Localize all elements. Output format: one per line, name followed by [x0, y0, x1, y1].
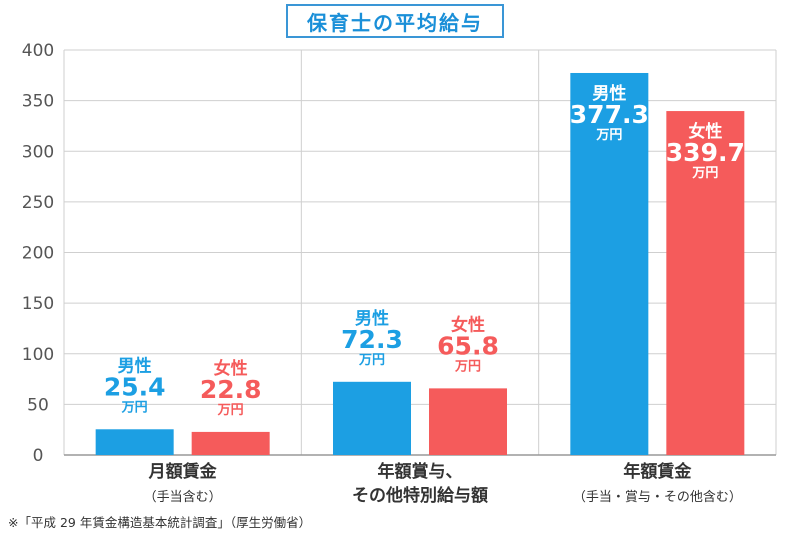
- x-category-label-3: 年額賃金: [623, 461, 692, 482]
- data-label-series-1-2: 男性: [355, 308, 389, 329]
- x-category-label-2: 年額賞与、: [378, 461, 463, 482]
- data-label-unit-2-2: 万円: [454, 359, 481, 374]
- y-tick-label-200: 200: [22, 244, 54, 264]
- y-tick-label-400: 400: [22, 41, 54, 61]
- chart-title: 保育士の平均給与: [286, 4, 504, 38]
- data-label-value-2-1: 22.8: [200, 375, 262, 404]
- data-label-unit-2-1: 万円: [217, 403, 244, 418]
- y-tick-label-150: 150: [22, 294, 54, 314]
- y-tick-label-100: 100: [22, 345, 54, 365]
- x-category-sublabel-3: （手当・賞与・その他含む）: [573, 489, 742, 505]
- data-label-value-2-3: 339.7: [666, 138, 745, 167]
- y-tick-label-250: 250: [22, 193, 54, 213]
- data-label-series-1-3: 男性: [592, 83, 626, 104]
- data-label-series-1-1: 男性: [118, 355, 152, 376]
- x-category-label-1: 月額賃金: [148, 461, 218, 482]
- y-tick-label-50: 50: [27, 395, 49, 415]
- bar-male-3: [570, 72, 649, 455]
- bar-female-2: [429, 388, 507, 455]
- data-label-series-2-2: 女性: [451, 314, 485, 335]
- data-label-unit-1-3: 万円: [595, 128, 622, 143]
- y-tick-label-300: 300: [22, 142, 54, 162]
- data-label-unit-2-3: 万円: [691, 166, 718, 181]
- bar-male-2: [333, 381, 411, 455]
- data-label-series-2-3: 女性: [688, 121, 722, 142]
- data-label-series-2-1: 女性: [214, 358, 248, 379]
- data-label-unit-1-2: 万円: [358, 353, 385, 368]
- x-category-sublabel-2: その他特別給与額: [352, 485, 488, 506]
- y-tick-label-350: 350: [22, 92, 54, 112]
- data-label-unit-1-1: 万円: [121, 400, 148, 415]
- x-category-sublabel-1: （手当含む）: [144, 489, 222, 505]
- y-tick-label-0: 0: [33, 446, 44, 466]
- bar-male-1: [95, 429, 174, 455]
- data-label-value-1-2: 72.3: [341, 325, 403, 354]
- bar-female-3: [666, 111, 745, 456]
- data-label-value-1-1: 25.4: [104, 372, 166, 401]
- source-footnote: ※「平成 29 年賃金構造基本統計調査」（厚生労働省）: [8, 515, 312, 530]
- bar-female-1: [191, 431, 270, 455]
- data-label-value-1-3: 377.3: [570, 100, 649, 129]
- data-label-value-2-2: 65.8: [437, 331, 499, 360]
